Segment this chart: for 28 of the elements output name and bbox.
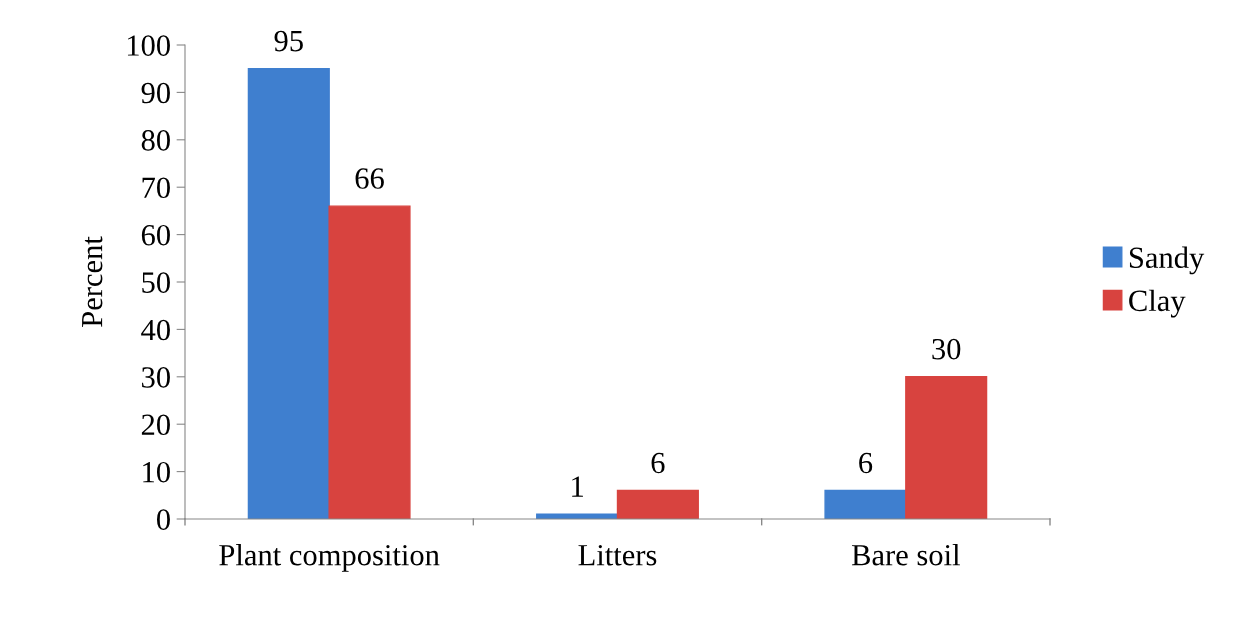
y-tick-label: 10 — [143, 461, 170, 483]
y-tick-label: 0 — [157, 509, 170, 530]
data-label: 95 — [274, 30, 303, 52]
y-tick-label: 30 — [142, 367, 170, 388]
x-tick-label: Litters — [578, 544, 657, 566]
legend-label: Clay — [1129, 289, 1186, 318]
bar — [905, 376, 988, 519]
y-tick-label: 100 — [127, 35, 170, 56]
y-tick-label: 50 — [142, 272, 170, 293]
x-tick-label: Plant composition — [219, 544, 440, 572]
y-tick-label: 70 — [142, 177, 170, 199]
x-tick-label: Bare soil — [851, 544, 960, 566]
bar — [247, 68, 330, 519]
y-tick-label: 90 — [141, 82, 170, 104]
y-tick-label: 60 — [141, 224, 170, 246]
data-label: 1 — [572, 476, 583, 497]
bar — [824, 489, 907, 519]
data-label: 6 — [859, 452, 873, 474]
data-label: 6 — [651, 452, 665, 474]
bar — [328, 205, 411, 519]
data-label: 66 — [355, 168, 384, 189]
bar — [616, 489, 699, 519]
data-label: 30 — [932, 338, 961, 360]
y-tick-label: 20 — [141, 414, 170, 436]
y-tick-label: 80 — [141, 130, 170, 151]
y-axis-title: Percent — [82, 236, 103, 327]
legend-label: Sandy — [1129, 246, 1205, 275]
y-tick-label: 40 — [141, 319, 170, 341]
